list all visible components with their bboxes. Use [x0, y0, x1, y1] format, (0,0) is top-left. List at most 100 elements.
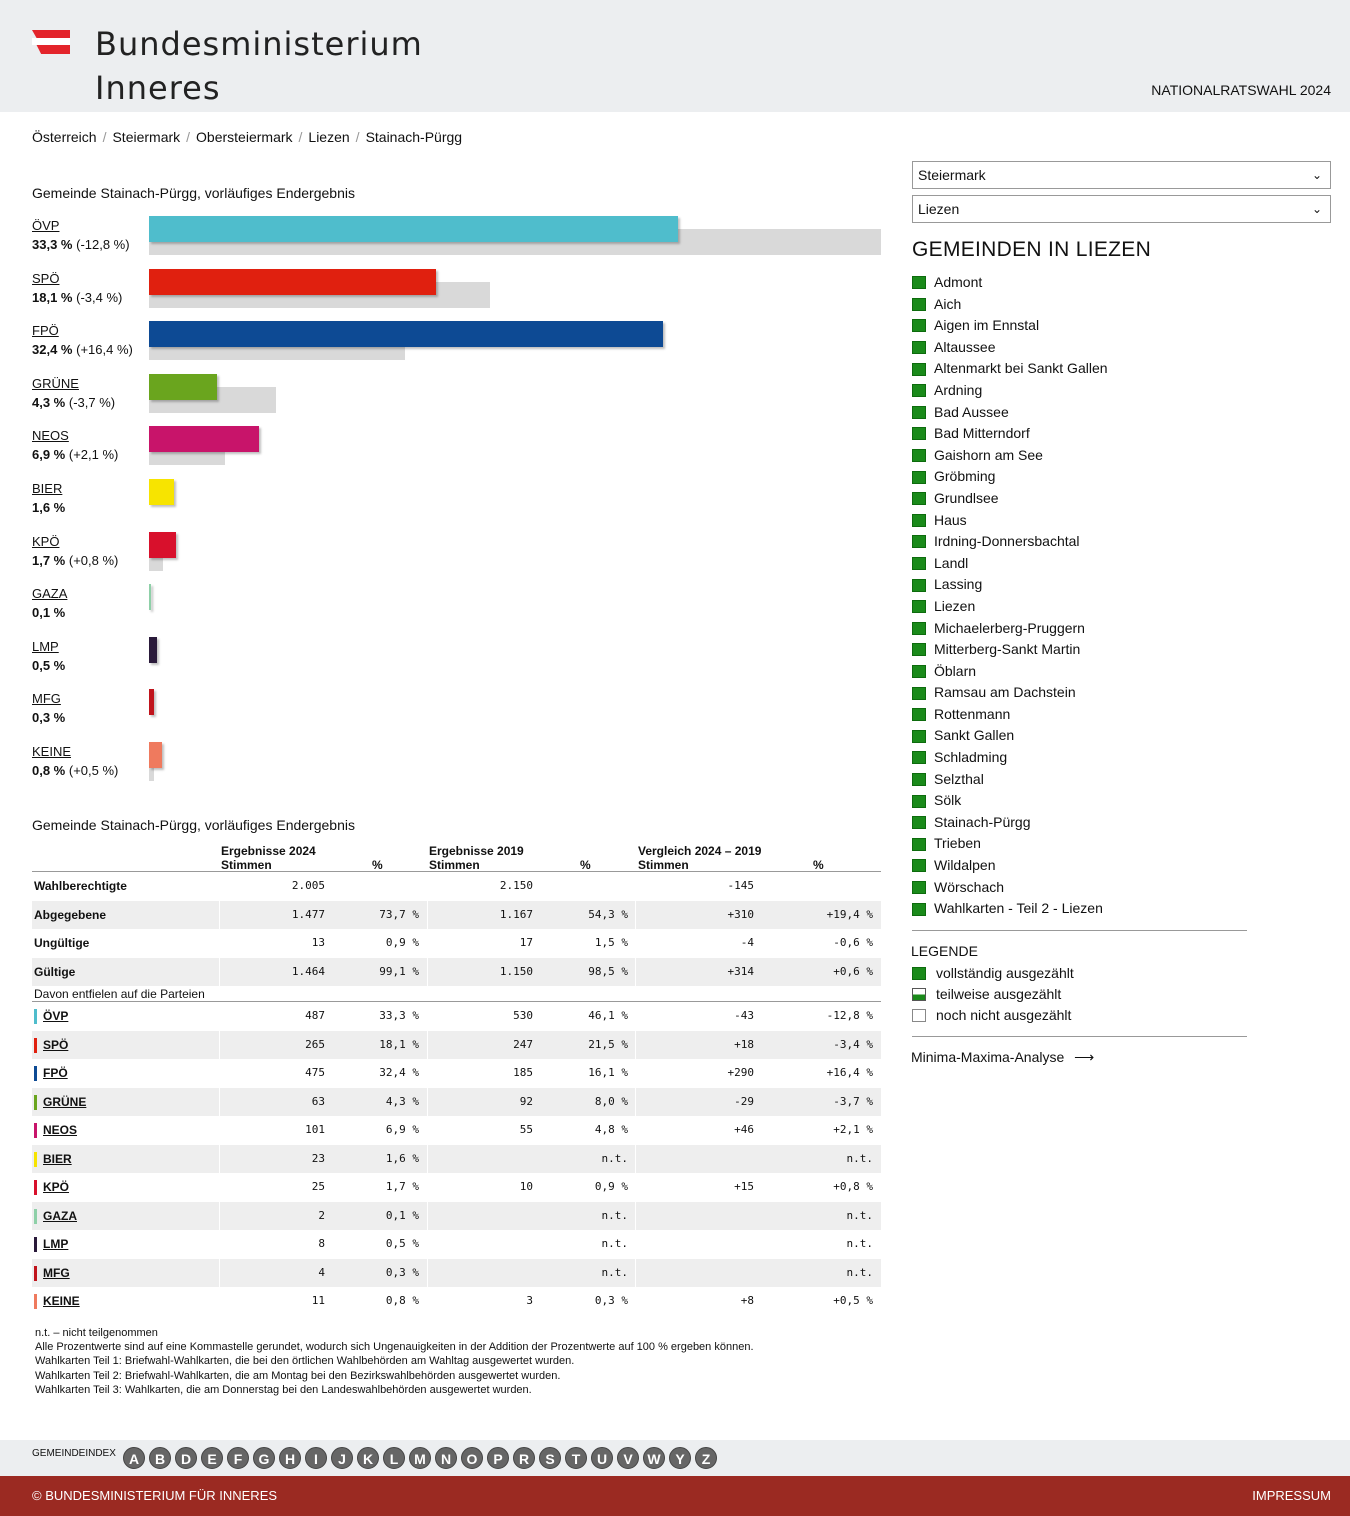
- party-link[interactable]: ÖVP: [43, 1009, 69, 1023]
- gemeinde-link[interactable]: Selzthal: [934, 770, 984, 787]
- gemeinde-link[interactable]: Grundlsee: [934, 489, 999, 506]
- index-letter-button[interactable]: G: [253, 1447, 275, 1469]
- gemeinde-item[interactable]: Gröbming: [912, 466, 1108, 488]
- gemeinde-item[interactable]: Schladming: [912, 747, 1108, 769]
- party-link[interactable]: GAZA: [43, 1208, 77, 1223]
- gemeinde-item[interactable]: Liezen: [912, 596, 1108, 618]
- gemeinde-link[interactable]: Landl: [934, 554, 969, 571]
- gemeinde-item[interactable]: Michaelerberg-Pruggern: [912, 618, 1108, 640]
- party-name-link[interactable]: FPÖ: [32, 323, 59, 339]
- party-link[interactable]: FPÖ: [43, 1066, 68, 1080]
- row-label[interactable]: ÖVP: [34, 1002, 68, 1031]
- bar-2024[interactable]: [149, 426, 259, 453]
- gemeinde-link[interactable]: Haus: [934, 511, 967, 528]
- bar-2024[interactable]: [149, 321, 664, 348]
- gemeinde-link[interactable]: Rottenmann: [934, 705, 1011, 722]
- row-label[interactable]: KPÖ: [34, 1173, 69, 1202]
- gemeinde-item[interactable]: Öblarn: [912, 661, 1108, 683]
- austria-flag-logo-icon[interactable]: [32, 30, 70, 54]
- party-name-link[interactable]: MFG: [32, 691, 61, 707]
- gemeinde-link[interactable]: Aigen im Ennstal: [934, 317, 1040, 334]
- gemeinde-item[interactable]: Aich: [912, 294, 1108, 316]
- bar-2024[interactable]: [149, 584, 151, 611]
- gemeinde-item[interactable]: Aigen im Ennstal: [912, 315, 1108, 337]
- ministry-logo-text[interactable]: Bundesministerium Inneres: [95, 25, 423, 107]
- gemeinde-item[interactable]: Ramsau am Dachstein: [912, 682, 1108, 704]
- impressum-link[interactable]: IMPRESSUM: [1252, 1488, 1331, 1503]
- breadcrumb-item[interactable]: Österreich: [32, 129, 97, 145]
- gemeinde-link[interactable]: Admont: [934, 274, 983, 290]
- party-link[interactable]: LMP: [43, 1237, 69, 1251]
- row-label[interactable]: GRÜNE: [34, 1088, 86, 1117]
- gemeinde-link[interactable]: Wörschach: [934, 878, 1005, 895]
- index-letter-button[interactable]: Z: [695, 1447, 717, 1469]
- index-letter-button[interactable]: H: [279, 1447, 301, 1469]
- index-letter-button[interactable]: O: [461, 1447, 483, 1469]
- gemeinde-item[interactable]: Bad Aussee: [912, 402, 1108, 424]
- bar-2024[interactable]: [149, 373, 218, 400]
- district-select[interactable]: Liezen ⌄: [912, 195, 1331, 223]
- party-name-link[interactable]: LMP: [32, 638, 59, 654]
- gemeinde-link[interactable]: Wildalpen: [934, 857, 996, 874]
- bar-2024[interactable]: [149, 742, 162, 768]
- gemeinde-item[interactable]: Rottenmann: [912, 704, 1108, 726]
- row-label[interactable]: NEOS: [34, 1116, 77, 1145]
- index-letter-button[interactable]: K: [357, 1447, 379, 1469]
- party-link[interactable]: KPÖ: [43, 1180, 70, 1194]
- party-name-link[interactable]: SPÖ: [32, 270, 60, 286]
- gemeinde-item[interactable]: Ardning: [912, 380, 1108, 402]
- breadcrumb-item[interactable]: Liezen: [308, 129, 350, 145]
- party-name-link[interactable]: KEINE: [32, 744, 72, 759]
- breadcrumb-item[interactable]: Steiermark: [112, 129, 181, 145]
- row-label[interactable]: MFG: [34, 1259, 70, 1288]
- gemeinde-item[interactable]: Sölk: [912, 790, 1108, 812]
- gemeinde-item[interactable]: Haus: [912, 510, 1108, 532]
- breadcrumb-item[interactable]: Stainach-Pürgg: [365, 129, 463, 145]
- gemeinde-link[interactable]: Öblarn: [934, 662, 977, 679]
- index-letter-button[interactable]: A: [123, 1447, 145, 1469]
- gemeinde-link[interactable]: Lassing: [934, 576, 983, 593]
- index-letter-button[interactable]: W: [643, 1447, 665, 1469]
- row-label[interactable]: BIER: [34, 1145, 72, 1174]
- gemeinde-link[interactable]: Bad Mitterndorf: [934, 425, 1030, 442]
- gemeinde-link[interactable]: Ramsau am Dachstein: [934, 684, 1076, 701]
- index-letter-button[interactable]: E: [201, 1447, 223, 1469]
- party-link[interactable]: SPÖ: [43, 1037, 69, 1052]
- party-name-link[interactable]: BIER: [32, 481, 63, 496]
- gemeinde-link[interactable]: Ardning: [934, 381, 983, 398]
- gemeinde-item[interactable]: Selzthal: [912, 769, 1108, 791]
- gemeinde-link[interactable]: Liezen: [934, 597, 976, 614]
- party-link[interactable]: BIER: [43, 1151, 72, 1166]
- gemeinde-item[interactable]: Lassing: [912, 574, 1108, 596]
- row-label[interactable]: KEINE: [34, 1287, 80, 1316]
- gemeinde-link[interactable]: Mitterberg-Sankt Martin: [934, 641, 1081, 658]
- row-label[interactable]: LMP: [34, 1230, 68, 1259]
- gemeinde-link[interactable]: Wahlkarten - Teil 2 - Liezen: [934, 900, 1103, 917]
- index-letter-button[interactable]: B: [149, 1447, 171, 1469]
- index-letter-button[interactable]: D: [175, 1447, 197, 1469]
- bar-2024[interactable]: [149, 479, 175, 505]
- party-name-link[interactable]: NEOS: [32, 428, 69, 444]
- row-label[interactable]: SPÖ: [34, 1031, 68, 1060]
- index-letter-button[interactable]: R: [513, 1447, 535, 1469]
- state-select[interactable]: Steiermark ⌄: [912, 161, 1331, 189]
- party-name-link[interactable]: ÖVP: [32, 218, 60, 233]
- gemeinde-item[interactable]: Gaishorn am See: [912, 445, 1108, 467]
- gemeinde-link[interactable]: Michaelerberg-Pruggern: [934, 619, 1085, 636]
- bar-2024[interactable]: [149, 636, 157, 663]
- party-name-link[interactable]: KPÖ: [32, 533, 60, 549]
- gemeinde-item[interactable]: Stainach-Pürgg: [912, 812, 1108, 834]
- gemeinde-item[interactable]: Wörschach: [912, 877, 1108, 899]
- gemeinde-item[interactable]: Irdning-Donnersbachtal: [912, 531, 1108, 553]
- gemeinde-link[interactable]: Aich: [934, 295, 962, 312]
- gemeinde-item[interactable]: Grundlsee: [912, 488, 1108, 510]
- index-letter-button[interactable]: N: [435, 1447, 457, 1469]
- gemeinde-item[interactable]: Wahlkarten - Teil 2 - Liezen: [912, 898, 1108, 920]
- gemeinde-link[interactable]: Sölk: [934, 792, 962, 809]
- row-label[interactable]: FPÖ: [34, 1059, 68, 1088]
- index-letter-button[interactable]: L: [383, 1447, 405, 1469]
- gemeinde-link[interactable]: Bad Aussee: [934, 403, 1009, 420]
- index-letter-button[interactable]: V: [617, 1447, 639, 1469]
- gemeinde-item[interactable]: Wildalpen: [912, 855, 1108, 877]
- bar-2024[interactable]: [149, 216, 678, 242]
